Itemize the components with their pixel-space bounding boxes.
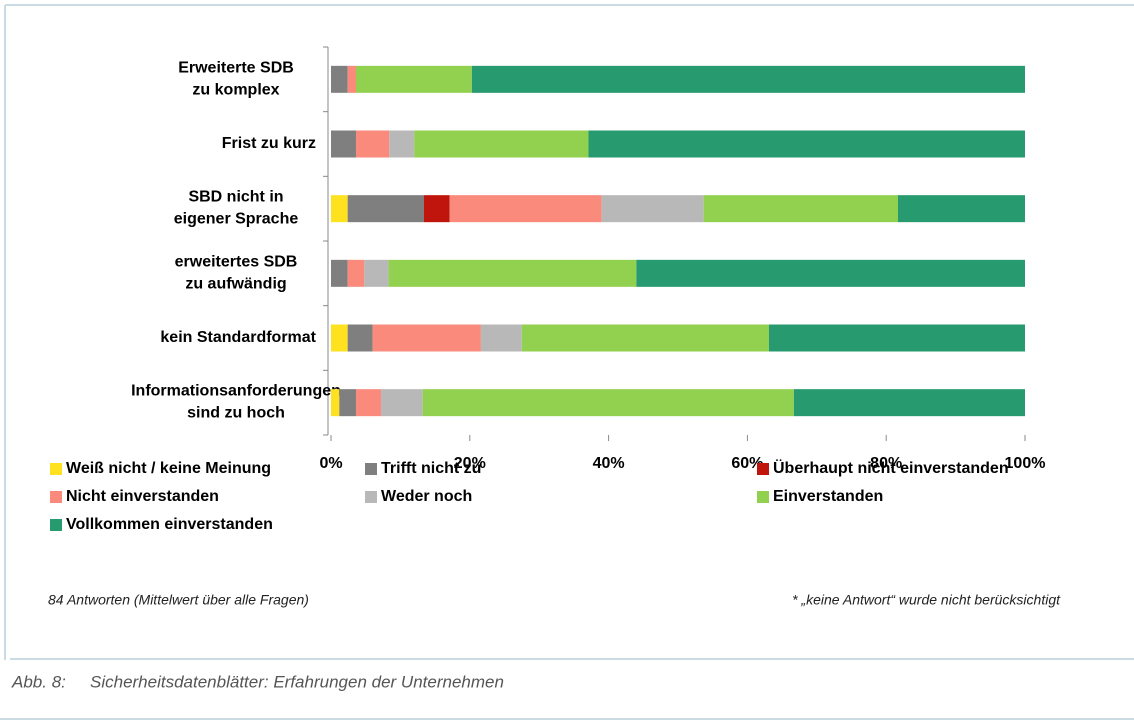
bar-segment [347,65,356,93]
legend-label: Vollkommen einverstanden [66,516,273,533]
bar-segment [389,130,415,158]
bar-segment [471,65,1026,93]
legend-label: Trifft nicht zu [381,460,481,477]
bar-segment [331,259,348,287]
category-label: erweitertes SDB zu aufwändig [175,254,298,293]
bar-segment [768,324,1025,352]
bar-segment [347,259,365,287]
bar-segment [422,389,794,417]
bar-segment [388,259,637,287]
bar-segment [897,195,1025,223]
note-right: * „keine Antwort“ wurde nicht berücksich… [792,592,1061,608]
x-tick-label: 0% [319,455,342,472]
category-label: Informationsanforderungen sind zu hoch [131,383,341,422]
legend-swatch [50,491,62,503]
category-label: Erweiterte SDB zu komplex [178,60,294,99]
bar-segment [480,324,522,352]
legend-swatch [50,519,62,531]
caption: Sicherheitsdatenblätter: Erfahrungen der… [90,672,504,691]
x-tick-label: 40% [593,455,625,472]
bar-segment [372,324,481,352]
legend-label: Nicht einverstanden [66,488,219,505]
bar-segment [703,195,898,223]
bar-segment [355,130,390,158]
legend-swatch [365,463,377,475]
bar-segment [339,389,356,417]
bar-segment [636,259,1025,287]
legend-label: Einverstanden [773,488,883,505]
bar-segment [449,195,602,223]
x-tick-label: 80% [870,455,902,472]
note-left: 84 Antworten (Mittelwert über alle Frage… [48,592,309,608]
category-label: Frist zu kurz [222,135,316,152]
x-tick-label: 100% [1005,455,1046,472]
bar-segment [601,195,704,223]
bar-segment [588,130,1025,158]
bar-segment [355,65,472,93]
bar-segment [331,130,356,158]
bar-segment [331,389,340,417]
legend-swatch [757,491,769,503]
bar-segment [347,324,373,352]
bar-segment [331,324,348,352]
bar-segment [331,65,348,93]
bar-segment [414,130,589,158]
bar-segment [380,389,423,417]
bar-segment [331,195,348,223]
legend-swatch [50,463,62,475]
category-label: kein Standardformat [160,329,316,346]
bar-segment [364,259,389,287]
bar-segment [793,389,1025,417]
bar-segment [347,195,424,223]
legend-swatch [365,491,377,503]
legend-label: Weder noch [381,488,472,505]
bar-segment [423,195,450,223]
category-label: SBD nicht in eigener Sprache [174,189,299,228]
legend-swatch [757,463,769,475]
x-tick-label: 20% [454,455,486,472]
legend-label: Weiß nicht / keine Meinung [66,460,271,477]
figure-label: Abb. 8: [11,672,66,691]
x-tick-label: 60% [731,455,763,472]
bar-segment [521,324,769,352]
bar-segment [355,389,381,417]
legend-label: Überhaupt nicht einverstanden [773,458,1009,477]
